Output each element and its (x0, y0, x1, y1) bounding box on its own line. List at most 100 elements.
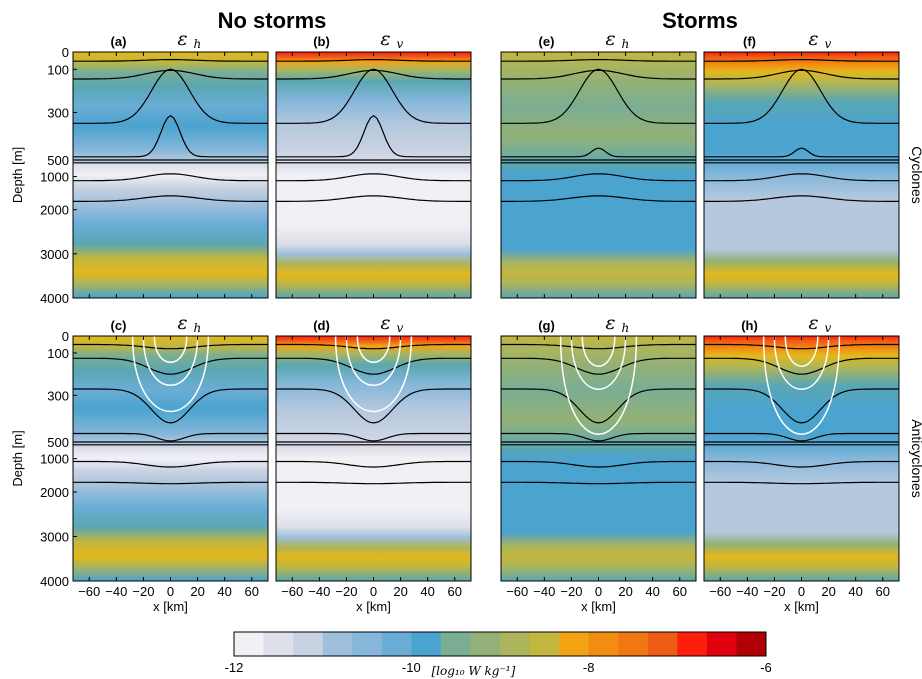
panel-f: (f) ε v (703, 28, 900, 299)
panel-h-xtick-label-2: −20 (763, 584, 785, 599)
panel-f-isopycnal-3 (704, 68, 899, 124)
panel-h-isopycnal-2 (704, 357, 899, 375)
panel-e-isopycnal-1 (501, 59, 696, 62)
panel-d: (d) ε v −60 −40 −20 0 20 40 60 x [km] (275, 312, 472, 614)
panel-h-isopycnal-4 (704, 432, 899, 442)
panel-a-isopycnal-3 (73, 68, 268, 124)
panel-c-isopycnal-4 (73, 432, 268, 442)
panel-g-xtick-label-3: 0 (595, 584, 602, 599)
panel-f-isopycnal-1 (704, 59, 899, 62)
panel-g-xtick-label-5: 40 (645, 584, 659, 599)
colorbar-level-8 (470, 632, 501, 656)
panel-f-field (704, 52, 899, 298)
panel-g-xtick-label-6: 60 (673, 584, 687, 599)
colorbar-level-13 (618, 632, 649, 656)
panel-g-letter: (g) (538, 318, 555, 333)
panel-c-letter: (c) (111, 318, 127, 333)
panel-g-isopycnal-6 (501, 460, 696, 468)
panel-b-symbol: ε (380, 28, 390, 50)
panel-g-field (501, 336, 696, 581)
panel-g-xtick-label-4: 20 (618, 584, 632, 599)
panel-c-isopycnal-1 (73, 343, 268, 350)
panel-h-isopycnal-7 (704, 481, 899, 485)
panel-b: (b) ε v (275, 28, 472, 299)
panel-a-isopycnal-2 (73, 69, 268, 80)
ytick-label-row1-upper-0: 0 (62, 329, 69, 344)
panel-h-isopycnal-3 (704, 388, 899, 424)
panel-d-xtick-label-4: 20 (393, 584, 407, 599)
panel-c-symbol: ε (177, 312, 187, 334)
panel-d-isopycnal-6 (276, 460, 471, 468)
panel-d-xlabel: x [km] (356, 599, 391, 614)
panel-e-isopycnal-6 (501, 173, 696, 182)
ytick-label-row1-lower-0: 1000 (40, 452, 69, 467)
panel-e-field (501, 52, 696, 298)
colorbar-level-0 (234, 632, 265, 656)
panel-g-xlabel: x [km] (581, 599, 616, 614)
panel-c-velocity-contour-1 (153, 336, 188, 363)
panel-g-isopycnal-7 (501, 481, 696, 485)
panel-g-isopycnal-3 (501, 388, 696, 424)
colorbar-level-10 (529, 632, 560, 656)
panel-h-isopycnal-6 (704, 460, 899, 468)
panel-h-xtick-label-4: 20 (821, 584, 835, 599)
panel-d-velocity-contour-2 (345, 336, 402, 387)
panel-c-xtick-label-5: 40 (217, 584, 231, 599)
panel-h-velocity-contour-1 (784, 336, 819, 367)
panel-a-isopycnal-6 (73, 173, 268, 182)
panel-f-letter: (f) (743, 34, 756, 49)
colorbar-tick-label-1: -10 (402, 660, 421, 675)
panel-f-isopycnal-4 (704, 147, 899, 158)
ytick-label-row0-upper-3: 500 (47, 153, 69, 168)
panel-c-velocity-contour-2 (142, 336, 199, 387)
panel-d-isopycnal-7 (276, 481, 471, 485)
panel-h-xtick-label-0: −60 (709, 584, 731, 599)
ylabel-row1: Depth [m] (10, 430, 25, 486)
panel-d-velocity-contour-3 (334, 336, 413, 413)
ytick-label-row1-lower-3: 4000 (40, 574, 69, 589)
colorbar-level-1 (263, 632, 294, 656)
panel-b-isopycnal-1 (276, 59, 471, 62)
panel-g-velocity-contour-3 (559, 336, 638, 435)
panel-g: (g) ε h −60 −40 −20 0 20 40 60 x [km] (500, 312, 697, 614)
colorbar-frame (233, 631, 767, 657)
colorbar-level-15 (677, 632, 708, 656)
panel-c-subscript: h (194, 321, 202, 335)
panel-e: (e) ε h (500, 28, 697, 299)
panel-a-field (73, 52, 268, 298)
panel-a-isopycnal-7 (73, 195, 268, 202)
panel-d-isopycnal-3 (276, 388, 471, 424)
panel-b-letter: (b) (313, 34, 330, 49)
panel-a: (a) ε h (72, 28, 269, 299)
panel-e-symbol: ε (605, 28, 615, 50)
panel-d-subscript: v (397, 321, 404, 335)
ytick-label-row0-upper-2: 300 (47, 105, 69, 120)
panel-c-isopycnal-3 (73, 388, 268, 424)
panel-c-field (73, 336, 268, 581)
colorbar-level-16 (706, 632, 737, 656)
colorbar-level-3 (322, 632, 353, 656)
ytick-label-row0-lower-1: 2000 (40, 203, 69, 218)
panel-a-isopycnal-1 (73, 59, 268, 62)
panel-c-xtick-label-3: 0 (167, 584, 174, 599)
panel-g-isopycnal-1 (501, 343, 696, 350)
panel-f-subscript: v (825, 37, 832, 51)
ytick-label-row0-lower-0: 1000 (40, 170, 69, 185)
colorbar-level-17 (736, 632, 767, 656)
panel-a-isopycnal-4 (73, 114, 268, 158)
panel-h-xtick-label-5: 40 (848, 584, 862, 599)
panel-h-xtick-label-3: 0 (798, 584, 805, 599)
colorbar-level-6 (411, 632, 442, 656)
colorbar-tick-label-3: -6 (760, 660, 772, 675)
panel-b-isopycnal-6 (276, 173, 471, 182)
panel-b-subscript: v (397, 37, 404, 51)
colorbar-level-7 (440, 632, 471, 656)
panel-c-xtick-label-2: −20 (132, 584, 154, 599)
panel-e-isopycnal-7 (501, 195, 696, 202)
colorbar-level-2 (293, 632, 324, 656)
panel-g-subscript: h (622, 321, 630, 335)
panel-d-isopycnal-2 (276, 357, 471, 375)
colorbar-level-12 (588, 632, 619, 656)
panel-f-isopycnal-2 (704, 69, 899, 80)
